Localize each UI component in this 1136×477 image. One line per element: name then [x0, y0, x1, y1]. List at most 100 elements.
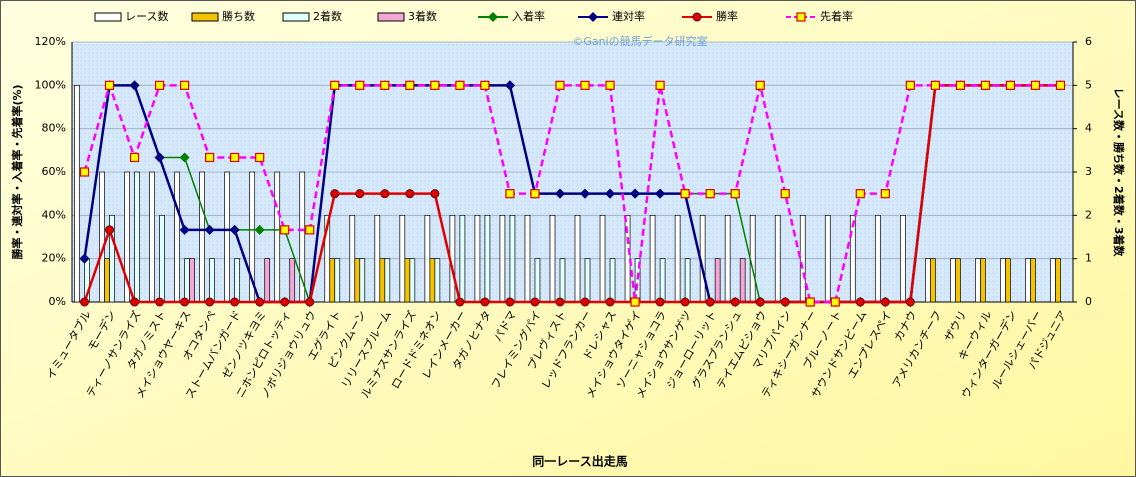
point	[405, 80, 415, 90]
point	[79, 167, 90, 177]
bar	[359, 258, 366, 303]
point	[430, 189, 440, 199]
point	[1030, 80, 1041, 90]
point	[805, 297, 815, 307]
point	[80, 297, 90, 307]
legend-swatch	[377, 12, 405, 22]
bar	[955, 258, 961, 303]
point	[1055, 80, 1066, 90]
y2-tick-label: 2	[1085, 208, 1092, 221]
point	[755, 80, 765, 90]
point	[680, 189, 690, 199]
point	[630, 188, 641, 199]
bar	[724, 214, 731, 303]
point	[129, 152, 140, 163]
legend-label: 勝ち数	[222, 9, 255, 23]
y-tick-label: 20%	[42, 252, 66, 265]
bar	[930, 258, 936, 303]
point	[555, 80, 565, 90]
point	[154, 80, 165, 90]
point	[480, 297, 490, 307]
bar	[174, 171, 180, 303]
point	[655, 188, 666, 199]
point	[555, 297, 565, 307]
bar	[499, 214, 506, 303]
bar	[149, 171, 155, 303]
y-tick-label: 100%	[35, 78, 66, 91]
y2-axis-title: レース数・勝ち数・2着数・3着数	[1112, 88, 1126, 258]
bar	[334, 258, 341, 303]
point	[230, 152, 240, 163]
bar	[109, 214, 115, 303]
point	[505, 297, 515, 307]
bar	[74, 84, 80, 303]
bar	[1005, 258, 1011, 303]
point	[580, 297, 590, 307]
bar	[104, 258, 110, 303]
point	[855, 189, 865, 199]
bar	[374, 214, 381, 303]
point	[179, 152, 190, 163]
y-tick-label: 0%	[49, 295, 66, 308]
point	[154, 152, 165, 163]
y2-tick-label: 3	[1085, 165, 1092, 178]
point	[230, 297, 240, 307]
bar	[189, 258, 195, 303]
point	[655, 80, 665, 90]
bar	[459, 214, 466, 303]
bar	[209, 258, 215, 303]
point	[780, 297, 790, 307]
bar	[1055, 258, 1061, 303]
point	[205, 297, 215, 307]
bar	[574, 214, 581, 303]
bar	[474, 214, 481, 303]
bar	[224, 171, 231, 303]
legend-marker	[796, 12, 806, 22]
bar	[379, 258, 386, 303]
point	[205, 152, 215, 163]
bar	[674, 214, 681, 303]
bar	[384, 258, 391, 303]
bar	[980, 258, 986, 303]
point	[980, 80, 991, 90]
point	[554, 188, 565, 199]
legend-marker	[488, 12, 498, 22]
point	[504, 80, 515, 91]
point	[655, 297, 665, 307]
bar	[264, 258, 271, 303]
legend-swatch	[191, 12, 219, 22]
y-tick-label: 60%	[42, 165, 66, 178]
point	[305, 225, 315, 235]
bar	[349, 214, 356, 303]
point	[855, 297, 865, 307]
point	[104, 80, 115, 90]
point	[780, 189, 790, 199]
bar	[1025, 258, 1031, 303]
y-tick-label: 80%	[42, 122, 66, 135]
bar	[874, 214, 881, 303]
legend-label: 入着率	[512, 9, 545, 23]
legend-label: 勝率	[716, 9, 738, 23]
point	[930, 80, 940, 90]
point	[580, 80, 590, 90]
bar	[399, 214, 406, 303]
point	[330, 189, 340, 199]
bar	[649, 214, 656, 303]
point	[580, 188, 591, 199]
bar	[714, 258, 721, 303]
bar	[424, 214, 431, 303]
bar	[684, 258, 691, 303]
bar	[159, 214, 165, 303]
point	[905, 80, 915, 90]
point	[180, 80, 190, 90]
point	[880, 189, 890, 199]
bar	[434, 258, 441, 303]
legend-label: 連対率	[612, 9, 645, 23]
bar	[925, 258, 931, 303]
point	[255, 152, 265, 163]
point	[355, 80, 365, 90]
point	[605, 188, 616, 199]
point	[430, 80, 440, 90]
bar	[1000, 258, 1006, 303]
y-tick-label: 120%	[35, 35, 66, 48]
